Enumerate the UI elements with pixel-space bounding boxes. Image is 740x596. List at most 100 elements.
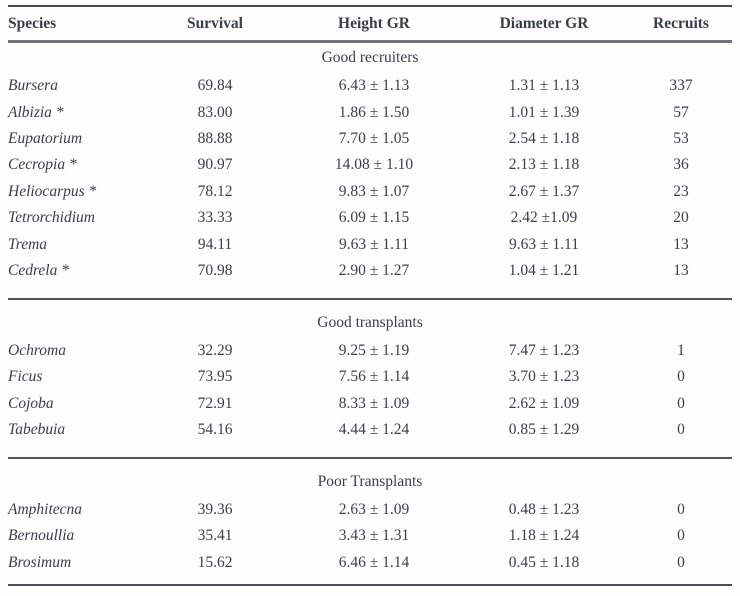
table-row: Eupatorium 88.88 7.70 ± 1.05 2.54 ± 1.18… <box>8 126 732 152</box>
diameter-gr-cell: 1.04 ± 1.21 <box>508 261 580 279</box>
survival-cell: 35.41 <box>197 527 233 545</box>
height-gr-cell: 9.25 ± 1.19 <box>338 341 410 359</box>
survival-cell: 90.97 <box>197 156 233 174</box>
table-row: Cojoba 72.91 8.33 ± 1.09 2.62 ± 1.09 0 <box>8 390 732 416</box>
recruits-cell: 1 <box>677 341 685 359</box>
recruits-cell: 0 <box>677 420 685 438</box>
section-rows: Amphitecna 39.36 2.63 ± 1.09 0.48 ± 1.23… <box>8 497 732 576</box>
diameter-gr-cell: 2.67 ± 1.37 <box>508 182 580 200</box>
species-cell: Bernoullia <box>8 527 75 545</box>
column-header-survival: Survival <box>187 14 243 32</box>
table-row: Cedrela * 70.98 2.90 ± 1.27 1.04 ± 1.21 … <box>8 258 732 284</box>
species-cell: Cecropia * <box>8 156 77 174</box>
height-gr-cell: 4.44 ± 1.24 <box>338 420 410 438</box>
diameter-gr-cell: 1.01 ± 1.39 <box>508 103 580 121</box>
table-row: Tabebuia 54.16 4.44 ± 1.24 0.85 ± 1.29 0 <box>8 417 732 443</box>
diameter-gr-cell: 9.63 ± 1.11 <box>509 235 579 253</box>
height-gr-cell: 9.83 ± 1.07 <box>338 182 410 200</box>
survival-cell: 70.98 <box>197 261 233 279</box>
top-rule <box>8 5 732 7</box>
table-row: Trema 94.11 9.63 ± 1.11 9.63 ± 1.11 13 <box>8 231 732 257</box>
species-cell: Amphitecna <box>8 500 83 518</box>
species-cell: Albizia * <box>8 103 64 121</box>
diameter-gr-cell: 2.13 ± 1.18 <box>508 156 580 174</box>
table-row: Bernoullia 35.41 3.43 ± 1.31 1.18 ± 1.24… <box>8 523 732 549</box>
bottom-rule <box>8 583 732 586</box>
height-gr-cell: 3.43 ± 1.31 <box>338 527 410 545</box>
species-cell: Eupatorium <box>8 129 83 147</box>
table-section: Good transplants Ochroma 32.29 9.25 ± 1.… <box>8 308 732 459</box>
height-gr-cell: 6.43 ± 1.13 <box>338 77 410 95</box>
species-cell: Bursera <box>8 77 58 95</box>
survival-cell: 39.36 <box>197 500 233 518</box>
diameter-gr-cell: 1.31 ± 1.13 <box>508 77 580 95</box>
table-row: Tetrorchidium 33.33 6.09 ± 1.15 2.42 ±1.… <box>8 205 732 231</box>
diameter-gr-cell: 7.47 ± 1.23 <box>508 341 580 359</box>
height-gr-cell: 2.63 ± 1.09 <box>338 500 410 518</box>
recruits-cell: 0 <box>677 500 685 518</box>
table-row: Bursera 69.84 6.43 ± 1.13 1.31 ± 1.13 33… <box>8 73 732 99</box>
recruits-cell: 337 <box>669 77 693 95</box>
table-row: Albizia * 83.00 1.86 ± 1.50 1.01 ± 1.39 … <box>8 99 732 125</box>
height-gr-cell: 8.33 ± 1.09 <box>338 394 410 412</box>
recruits-cell: 13 <box>673 261 689 279</box>
column-header-recruits: Recruits <box>653 14 709 32</box>
diameter-gr-cell: 1.18 ± 1.24 <box>508 527 580 545</box>
recruits-cell: 23 <box>673 182 689 200</box>
survival-cell: 78.12 <box>197 182 233 200</box>
table-body: Good recruiters Bursera 69.84 6.43 ± 1.1… <box>8 43 732 576</box>
recruits-cell: 0 <box>677 394 685 412</box>
diameter-gr-cell: 2.42 ±1.09 <box>510 209 578 227</box>
species-cell: Ochroma <box>8 341 66 359</box>
diameter-gr-cell: 2.54 ± 1.18 <box>508 129 580 147</box>
section-title: Poor Transplants <box>317 472 423 490</box>
section-divider-rule <box>8 298 732 300</box>
diameter-gr-cell: 3.70 ± 1.23 <box>508 368 580 386</box>
height-gr-cell: 2.90 ± 1.27 <box>338 261 410 279</box>
species-cell: Tetrorchidium <box>8 209 95 227</box>
diameter-gr-cell: 0.45 ± 1.18 <box>508 553 580 571</box>
recruits-cell: 0 <box>677 553 685 571</box>
table-row: Cecropia * 90.97 14.08 ± 1.10 2.13 ± 1.1… <box>8 152 732 178</box>
section-title: Good recruiters <box>321 49 419 66</box>
survival-cell: 15.62 <box>197 553 233 571</box>
survival-cell: 83.00 <box>197 103 233 121</box>
diameter-gr-cell: 2.62 ± 1.09 <box>508 394 580 412</box>
recruits-cell: 13 <box>673 235 689 253</box>
recruits-cell: 57 <box>673 103 689 121</box>
header-rule <box>8 40 732 43</box>
survival-cell: 72.91 <box>197 394 233 412</box>
recruits-cell: 36 <box>673 156 689 174</box>
species-cell: Cojoba <box>8 394 54 412</box>
survival-cell: 33.33 <box>197 209 233 227</box>
survival-cell: 94.11 <box>197 235 233 253</box>
table-row: Brosimum 15.62 6.46 ± 1.14 0.45 ± 1.18 0 <box>8 549 732 575</box>
survival-cell: 69.84 <box>197 77 233 95</box>
section-rows: Bursera 69.84 6.43 ± 1.13 1.31 ± 1.13 33… <box>8 73 732 284</box>
survival-cell: 73.95 <box>197 368 233 386</box>
species-cell: Heliocarpus * <box>8 182 97 200</box>
species-cell: Cedrela * <box>8 261 69 279</box>
height-gr-cell: 6.09 ± 1.15 <box>338 209 410 227</box>
height-gr-cell: 6.46 ± 1.14 <box>338 553 410 571</box>
column-header-diameter-gr: Diameter GR <box>499 14 589 32</box>
survival-cell: 88.88 <box>197 129 233 147</box>
height-gr-cell: 1.86 ± 1.50 <box>338 103 410 121</box>
table-row: Heliocarpus * 78.12 9.83 ± 1.07 2.67 ± 1… <box>8 179 732 205</box>
height-gr-cell: 9.63 ± 1.11 <box>339 235 409 253</box>
recruits-cell: 53 <box>673 129 689 147</box>
survival-cell: 32.29 <box>197 341 233 359</box>
section-rows: Ochroma 32.29 9.25 ± 1.19 7.47 ± 1.23 1 … <box>8 338 732 444</box>
table-row: Amphitecna 39.36 2.63 ± 1.09 0.48 ± 1.23… <box>8 497 732 523</box>
table-section: Poor Transplants Amphitecna 39.36 2.63 ±… <box>8 467 732 576</box>
species-cell: Brosimum <box>8 553 72 571</box>
height-gr-cell: 7.70 ± 1.05 <box>338 129 410 147</box>
table-row: Ficus 73.95 7.56 ± 1.14 3.70 ± 1.23 0 <box>8 364 732 390</box>
species-cell: Ficus <box>8 368 43 386</box>
recruits-cell: 0 <box>677 527 685 545</box>
survival-cell: 54.16 <box>197 420 233 438</box>
section-divider-rule <box>8 457 732 459</box>
species-cell: Tabebuia <box>8 420 66 438</box>
height-gr-cell: 7.56 ± 1.14 <box>338 368 410 386</box>
